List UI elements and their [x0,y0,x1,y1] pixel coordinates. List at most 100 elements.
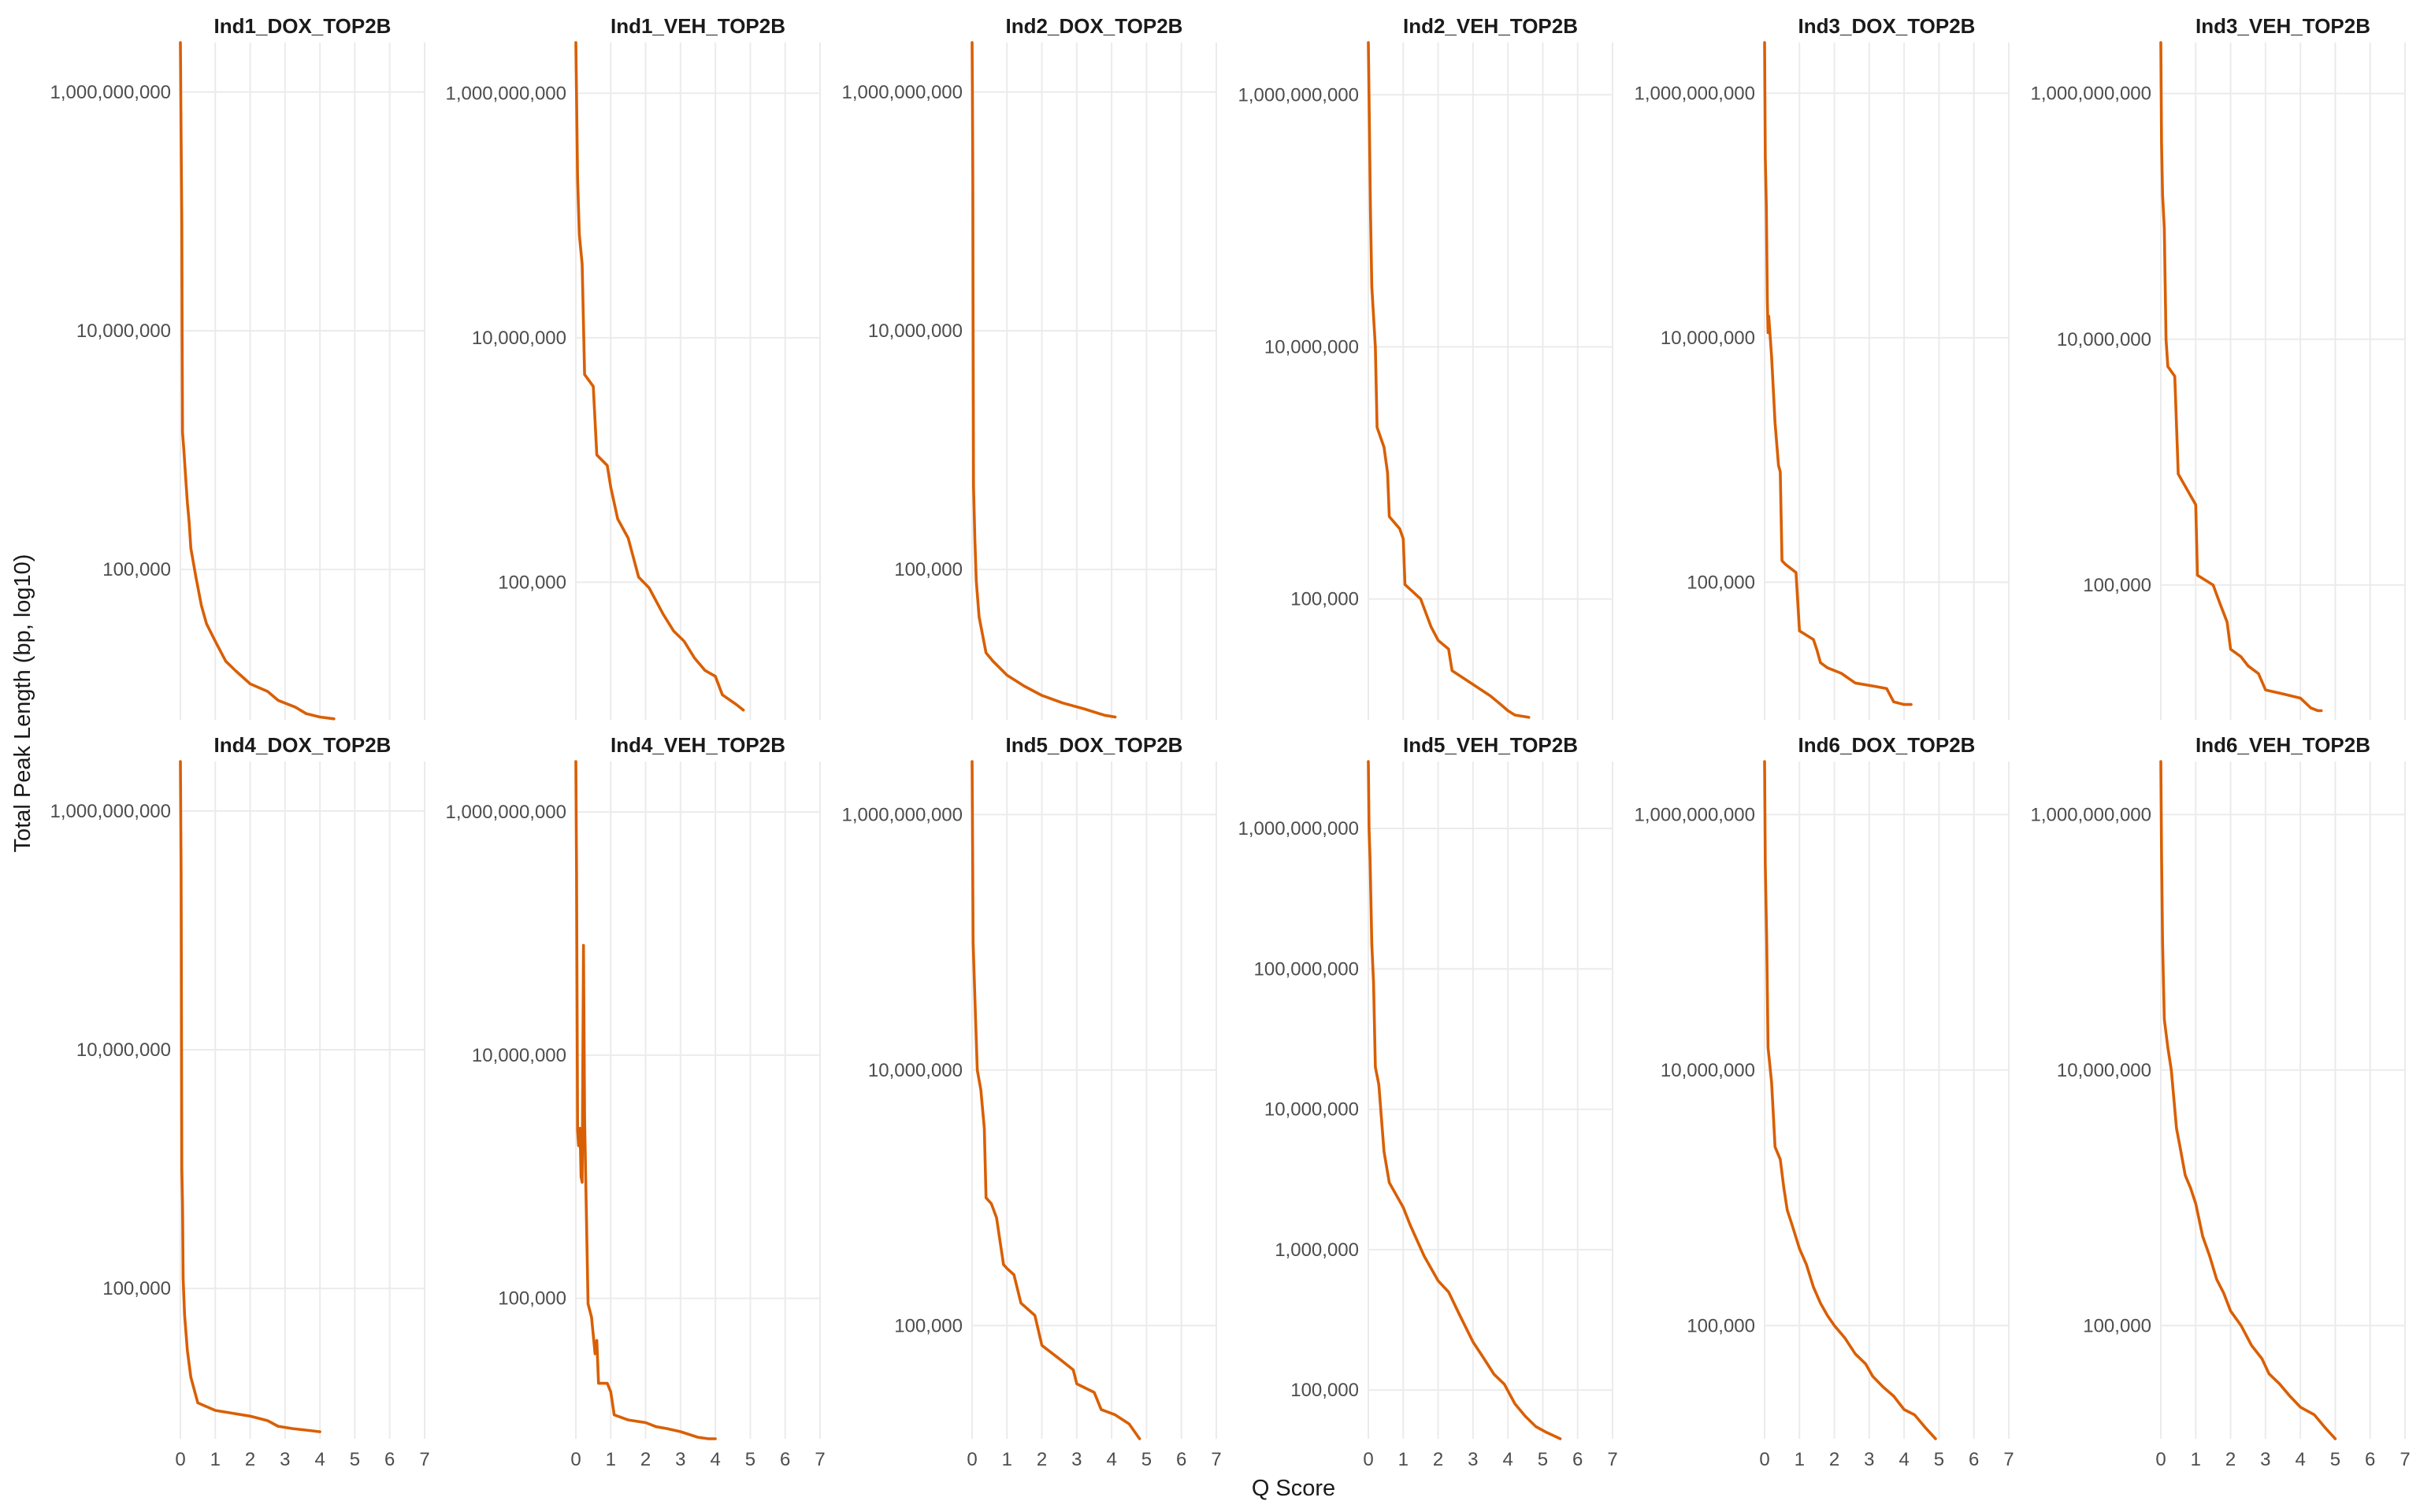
y-tick-label: 100,000 [498,572,566,593]
x-tick-label: 1 [1002,1449,1012,1470]
x-tick-label: 4 [710,1449,720,1470]
y-tick-label: 1,000,000,000 [1238,84,1359,106]
panel: 100,000 10,000,000 1,000,000,000 Ind1_VEH_T… [446,14,821,720]
x-tick-label: 2 [640,1449,651,1470]
series-line [574,760,717,1440]
series-line [1367,41,1531,719]
panel-grid: 100,000 10,000,000 1,000,000,000 Ind1_DOX_T… [50,14,2411,1470]
x-tick-label: 5 [1538,1449,1548,1470]
y-tick-label: 10,000,000 [868,1060,963,1081]
x-tick-label: 3 [675,1449,685,1470]
x-tick-label: 7 [1607,1449,1617,1470]
y-tick-label: 10,000,000 [472,328,566,349]
panel-title: Ind2_VEH_TOP2B [1403,14,1578,38]
x-tick-label: 4 [1502,1449,1512,1470]
y-tick-label: 10,000,000 [2057,1060,2151,1081]
y-tick-label: 10,000,000 [76,1040,171,1061]
panel: 100,000 10,000,000 1,000,000,000 0 1 2 3 4 5 6 7 In… [842,733,1222,1470]
x-tick-label: 0 [1759,1449,1769,1470]
x-axis-label: Q Score [1252,1476,1335,1501]
x-tick-label: 7 [1211,1449,1221,1470]
series-line [2159,41,2323,713]
y-tick-label: 100,000,000 [1254,958,1359,980]
y-tick-label: 100,000 [498,1288,566,1310]
panel-title: Ind6_DOX_TOP2B [1798,733,1976,757]
x-tick-label: 2 [245,1449,255,1470]
y-tick-label: 1,000,000,000 [842,82,963,103]
x-tick-label: 5 [1934,1449,1944,1470]
y-tick-label: 10,000,000 [868,321,963,342]
panel: 100,000 10,000,000 1,000,000,000 Ind2_VEH_T… [1238,14,1613,720]
y-tick-label: 100,000 [1687,572,1755,593]
x-tick-label: 1 [210,1449,221,1470]
y-tick-label: 100,000 [1290,589,1359,610]
y-tick-label: 1,000,000,000 [1238,818,1359,839]
panel: 100,000 10,000,000 1,000,000,000 Ind2_DOX_T… [842,14,1217,720]
x-tick-label: 6 [1176,1449,1186,1470]
y-tick-label: 100,000 [1290,1380,1359,1401]
panel: 100,000 10,000,000 1,000,000,000 Ind3_DOX_T… [1635,14,2010,720]
panel-title: Ind2_DOX_TOP2B [1006,14,1183,38]
x-tick-label: 4 [314,1449,325,1470]
x-tick-label: 7 [815,1449,825,1470]
x-tick-label: 4 [1106,1449,1116,1470]
y-tick-label: 10,000,000 [1264,1099,1359,1121]
y-tick-label: 10,000,000 [2057,329,2151,350]
series-line [179,760,321,1433]
y-tick-label: 10,000,000 [472,1045,566,1066]
panel-title: Ind5_VEH_TOP2B [1403,733,1578,757]
y-tick-label: 100,000 [894,1315,963,1336]
x-tick-label: 6 [780,1449,790,1470]
series-line [971,41,1117,719]
series-line [574,41,745,712]
y-tick-label: 1,000,000,000 [1635,83,1755,104]
panel-title: Ind1_DOX_TOP2B [214,14,392,38]
x-tick-label: 0 [2155,1449,2166,1470]
x-tick-label: 3 [2260,1449,2270,1470]
x-tick-label: 7 [2003,1449,2014,1470]
x-tick-label: 7 [419,1449,429,1470]
panel-title: Ind4_DOX_TOP2B [214,733,392,757]
y-tick-label: 1,000,000 [1275,1240,1359,1261]
x-tick-label: 4 [1899,1449,1909,1470]
panel-title: Ind4_VEH_TOP2B [611,733,785,757]
panel-title: Ind3_VEH_TOP2B [2195,14,2370,38]
y-tick-label: 1,000,000,000 [2031,83,2151,105]
series-line [1367,760,1562,1440]
x-tick-label: 0 [175,1449,185,1470]
y-tick-label: 1,000,000,000 [446,802,566,823]
y-tick-label: 100,000 [894,559,963,580]
y-tick-label: 1,000,000,000 [842,804,963,825]
y-tick-label: 1,000,000,000 [50,82,171,103]
y-tick-label: 1,000,000,000 [2031,804,2151,825]
x-tick-label: 5 [745,1449,755,1470]
panel-title: Ind1_VEH_TOP2B [611,14,785,38]
x-tick-label: 6 [384,1449,395,1470]
y-tick-label: 10,000,000 [76,321,171,342]
y-axis-label: Total Peak Length (bp, log10) [10,554,35,853]
panel-title: Ind6_VEH_TOP2B [2195,733,2370,757]
y-tick-label: 1,000,000,000 [446,83,566,104]
panel: 100,000 10,000,000 1,000,000,000 0 1 2 3 4 5 6 7 In… [446,733,826,1470]
x-tick-label: 1 [1398,1449,1409,1470]
y-tick-label: 10,000,000 [1661,1060,1755,1081]
x-tick-label: 6 [1969,1449,1979,1470]
panel: 100,000 10,000,000 1,000,000,000 0 1 2 3 4 5 6 7 In… [2031,733,2411,1470]
x-tick-label: 1 [2191,1449,2201,1470]
x-tick-label: 2 [1037,1449,1047,1470]
y-tick-label: 100,000 [102,1278,171,1299]
panel: 100,000 10,000,000 1,000,000,000 Ind3_VEH_T… [2031,14,2406,720]
x-tick-label: 3 [1864,1449,1874,1470]
x-tick-label: 1 [606,1449,616,1470]
panel: 100,000 1,000,000 10,000,000 100,000,000 1,0… [1238,733,1618,1470]
x-tick-label: 0 [967,1449,977,1470]
x-tick-label: 1 [1795,1449,1805,1470]
y-tick-label: 10,000,000 [1264,336,1359,358]
panel-title: Ind5_DOX_TOP2B [1006,733,1183,757]
series-line [2159,760,2337,1440]
y-tick-label: 10,000,000 [1661,328,1755,349]
y-tick-label: 100,000 [102,559,171,580]
panel-title: Ind3_DOX_TOP2B [1798,14,1976,38]
series-line [971,760,1141,1440]
x-tick-label: 2 [1829,1449,1839,1470]
